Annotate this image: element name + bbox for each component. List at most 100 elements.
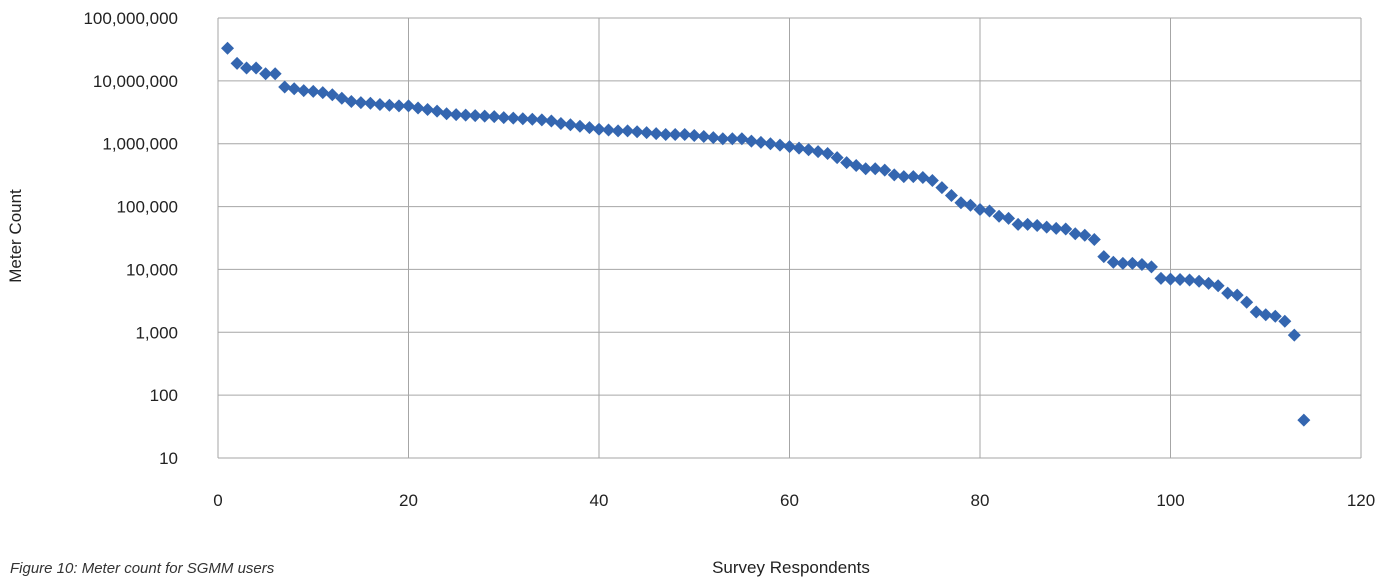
data-point: [1078, 228, 1092, 242]
data-point: [602, 123, 616, 137]
data-point: [1144, 260, 1158, 274]
data-point: [440, 107, 454, 121]
data-point: [592, 122, 606, 136]
data-point: [1097, 250, 1111, 264]
y-tick-label: 10,000,000: [93, 72, 178, 91]
data-point: [954, 196, 968, 210]
data-point: [316, 86, 330, 100]
data-point: [240, 61, 254, 75]
x-tick-label: 0: [213, 491, 222, 510]
data-point: [973, 202, 987, 216]
y-axis-title: Meter Count: [6, 189, 25, 283]
data-point: [392, 99, 406, 113]
data-point: [1297, 413, 1311, 427]
data-point: [773, 138, 787, 152]
data-point: [535, 113, 549, 127]
data-point: [830, 151, 844, 165]
data-point: [306, 84, 320, 98]
data-point: [735, 132, 749, 146]
data-point: [297, 84, 311, 98]
data-points: [221, 41, 1311, 427]
x-tick-label: 60: [780, 491, 799, 510]
data-point: [554, 116, 568, 130]
data-point: [1030, 218, 1044, 232]
data-point: [1087, 232, 1101, 246]
y-tick-label: 100,000,000: [83, 9, 178, 28]
data-point: [506, 111, 520, 125]
data-point: [840, 156, 854, 170]
data-point: [963, 198, 977, 212]
data-point: [402, 99, 415, 113]
data-point: [744, 134, 758, 148]
data-point: [1021, 217, 1035, 231]
data-point: [382, 98, 396, 112]
data-point: [659, 128, 673, 142]
data-point: [640, 126, 654, 140]
data-point: [1135, 257, 1149, 271]
data-point: [354, 96, 368, 110]
data-point: [1116, 256, 1130, 270]
y-tick-labels: 10 100 1,000 10,000 100,000 1,000,000 10,000,0…: [83, 9, 178, 468]
data-point: [430, 104, 444, 118]
data-point: [802, 143, 816, 157]
data-point: [278, 80, 292, 94]
data-point: [983, 204, 997, 218]
x-tick-label: 40: [590, 491, 609, 510]
data-point: [1259, 308, 1273, 322]
data-point: [1068, 227, 1082, 241]
data-point: [363, 96, 377, 110]
data-point: [859, 162, 873, 176]
data-point: [1173, 273, 1187, 287]
data-point: [1183, 273, 1197, 287]
data-point: [449, 108, 463, 122]
data-point: [1249, 305, 1263, 319]
data-point: [821, 146, 835, 160]
data-point: [1278, 314, 1292, 328]
data-point: [725, 132, 739, 146]
x-tick-label: 120: [1347, 491, 1375, 510]
data-point: [1106, 255, 1120, 269]
data-point: [411, 101, 425, 115]
data-point: [706, 131, 720, 145]
data-point: [1268, 309, 1282, 323]
x-tick-label: 80: [971, 491, 990, 510]
data-point: [621, 124, 635, 138]
data-point: [792, 141, 806, 155]
data-point: [1221, 286, 1235, 300]
data-point: [992, 209, 1006, 223]
data-point: [754, 135, 768, 149]
data-point: [421, 103, 435, 117]
data-point: [516, 112, 530, 126]
data-point: [1154, 271, 1168, 285]
data-point: [230, 56, 244, 70]
x-tick-label: 100: [1156, 491, 1184, 510]
data-point: [1125, 256, 1139, 270]
data-point: [1230, 288, 1244, 302]
x-tick-label: 20: [399, 491, 418, 510]
data-point: [783, 140, 796, 154]
data-point: [887, 168, 901, 182]
data-point: [1211, 279, 1225, 293]
data-point: [935, 181, 949, 195]
data-point: [668, 128, 682, 142]
data-point: [697, 130, 711, 144]
data-point: [344, 94, 358, 108]
data-point: [678, 128, 692, 142]
y-tick-label: 100: [150, 386, 178, 405]
y-tick-label: 10,000: [126, 260, 178, 279]
data-point: [259, 67, 273, 81]
data-point: [630, 125, 644, 139]
data-point: [944, 189, 958, 203]
data-point: [1202, 276, 1216, 290]
data-point: [687, 129, 701, 143]
x-axis-title: Survey Respondents: [712, 558, 870, 577]
data-point: [878, 163, 892, 177]
y-tick-label: 100,000: [117, 198, 178, 217]
data-point: [459, 108, 473, 122]
data-point: [925, 173, 939, 187]
data-point: [478, 109, 492, 123]
data-point: [563, 118, 577, 132]
data-point: [1240, 295, 1254, 309]
data-point: [249, 61, 263, 75]
data-point: [1049, 221, 1063, 235]
